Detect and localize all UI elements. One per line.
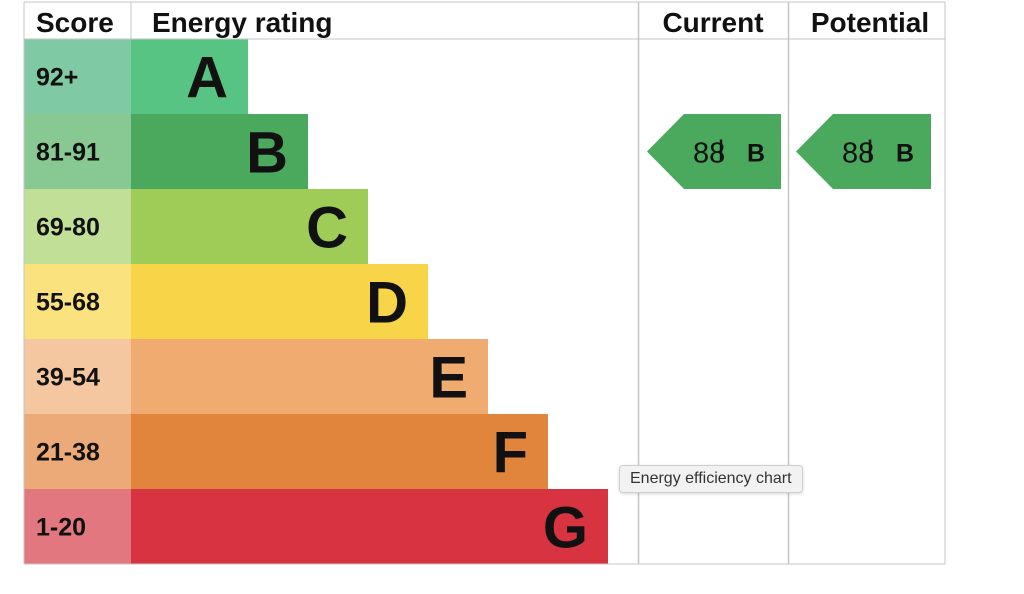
band-letter-b: B: [246, 121, 288, 186]
indicator-layer: 88 B 88 B: [647, 114, 931, 189]
band-d: 55-68 D: [24, 264, 428, 339]
current-rating-letter: B: [747, 140, 765, 168]
potential-header: Potential: [811, 7, 929, 38]
band-f: 21-38 F: [24, 414, 548, 489]
score-header: Score: [36, 7, 114, 38]
score-cell-g: [24, 489, 131, 564]
band-bar-b: [131, 114, 308, 189]
score-range-g: 1-20: [36, 514, 86, 542]
band-e: 39-54 E: [24, 339, 488, 414]
score-range-e: 39-54: [36, 364, 100, 392]
band-letter-d: D: [366, 271, 408, 336]
energy-rating-header: Energy rating: [152, 7, 332, 38]
score-cell-a: [24, 39, 131, 114]
header-row: Score Energy rating Current Potential: [36, 7, 929, 38]
current-indicator-arrow: [647, 114, 781, 189]
current-rating-indicator: 88 B: [647, 114, 781, 189]
band-a: 92+ A: [24, 39, 248, 114]
band-b: 81-91 B: [24, 114, 308, 189]
band-letter-f: F: [493, 421, 528, 486]
band-bar-g: [131, 489, 608, 564]
band-g: 1-20 G: [24, 489, 608, 564]
score-range-c: 69-80: [36, 214, 100, 242]
bands-layer: 92+ A 81-91 B 69-80 C 55-68 D 39-54 E 21-38 F 1-20 G: [24, 39, 608, 564]
score-cell-d: [24, 264, 131, 339]
band-bar-c: [131, 189, 368, 264]
band-bar-f: [131, 414, 548, 489]
band-letter-g: G: [543, 496, 588, 561]
band-c: 69-80 C: [24, 189, 368, 264]
score-range-f: 21-38: [36, 439, 100, 467]
score-cell-b: [24, 114, 131, 189]
potential-rating-indicator: 88 B: [796, 114, 931, 189]
score-cell-c: [24, 189, 131, 264]
band-letter-a: A: [186, 46, 228, 111]
current-header: Current: [662, 7, 763, 38]
chart-tooltip: Energy efficiency chart: [619, 465, 803, 493]
band-bar-a: [131, 39, 248, 114]
score-cell-f: [24, 414, 131, 489]
potential-rating-letter: B: [896, 140, 914, 168]
band-bar-d: [131, 264, 428, 339]
potential-indicator-arrow: [796, 114, 931, 189]
score-cell-e: [24, 339, 131, 414]
band-letter-e: E: [429, 346, 468, 411]
score-range-b: 81-91: [36, 139, 100, 167]
band-letter-c: C: [306, 196, 348, 261]
score-range-d: 55-68: [36, 289, 100, 317]
band-bar-e: [131, 339, 488, 414]
score-range-a: 92+: [36, 64, 78, 92]
